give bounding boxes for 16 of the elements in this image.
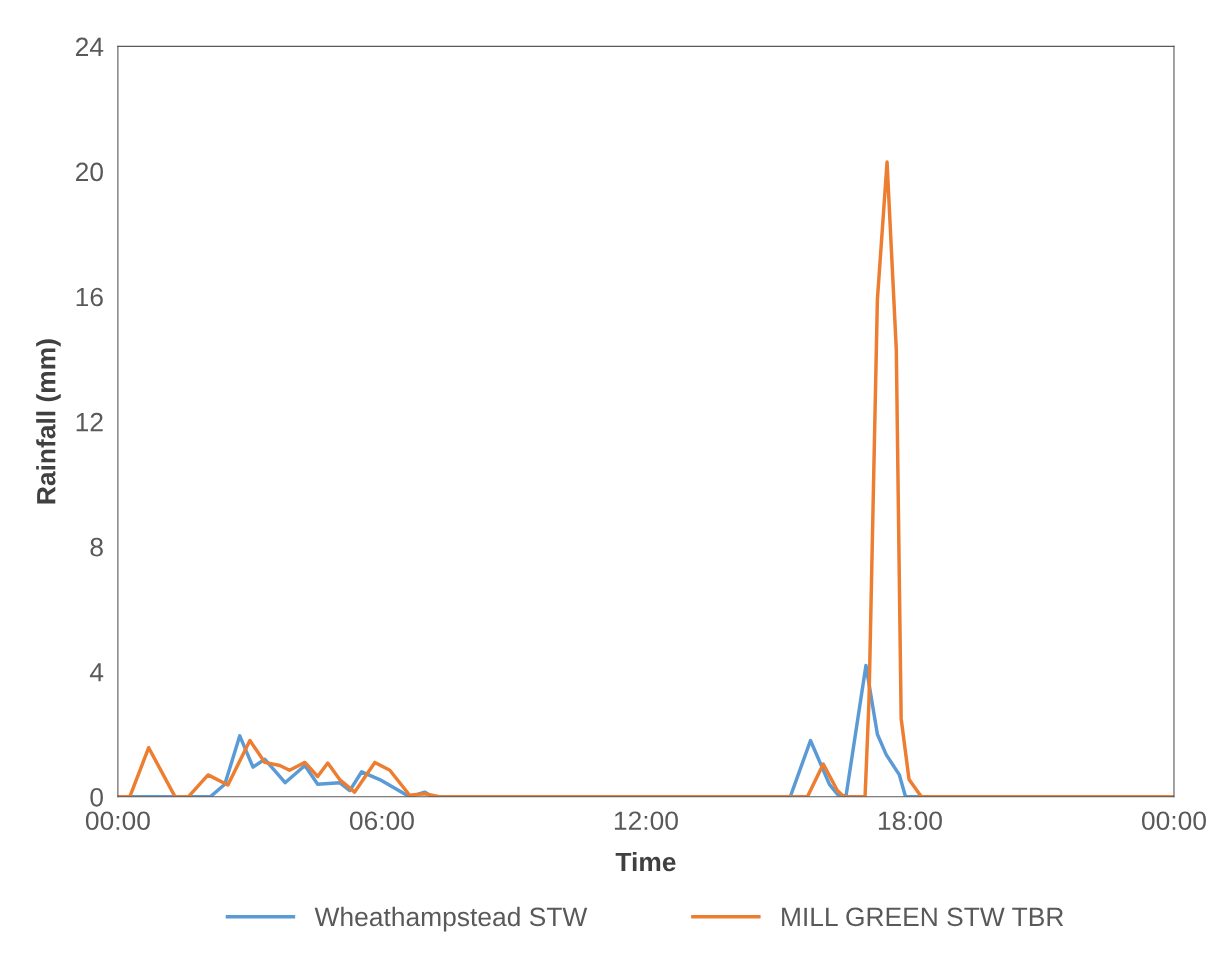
y-tick-label: 20 — [75, 162, 103, 182]
y-tick-label: 4 — [89, 663, 104, 682]
x-tick-label: 06:00 — [349, 811, 414, 831]
y-axis-title: Rainfall (mm) — [36, 339, 61, 504]
x-axis-title: Time — [615, 851, 676, 872]
x-tick-label: 00:00 — [85, 811, 150, 831]
y-tick-label: 0 — [90, 787, 103, 807]
y-tick-label: 24 — [75, 37, 104, 56]
x-tick-label: 00:00 — [1141, 811, 1206, 831]
x-tick-label: 12:00 — [614, 811, 678, 831]
x-tick-label: 18:00 — [878, 811, 942, 831]
y-tick-label: 16 — [76, 287, 103, 307]
y-tick-label: 8 — [90, 537, 103, 557]
y-tick-label: 12 — [76, 412, 103, 432]
legend-label: MILL GREEN STW TBR — [782, 907, 1064, 927]
legend-label: Wheathampstead STW — [314, 906, 588, 932]
